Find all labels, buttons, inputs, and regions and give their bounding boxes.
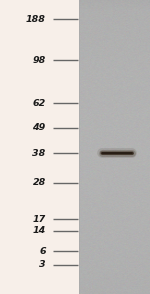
Bar [0,0,79,294]
Text: 62: 62 [33,99,46,108]
Text: 14: 14 [33,226,46,235]
Text: 49: 49 [33,123,46,132]
Text: 6: 6 [39,247,46,256]
Text: 17: 17 [33,215,46,223]
Text: 38: 38 [33,149,46,158]
Text: 28: 28 [33,178,46,187]
Text: 188: 188 [26,15,46,24]
Text: 98: 98 [33,56,46,65]
Text: 3: 3 [39,260,46,269]
